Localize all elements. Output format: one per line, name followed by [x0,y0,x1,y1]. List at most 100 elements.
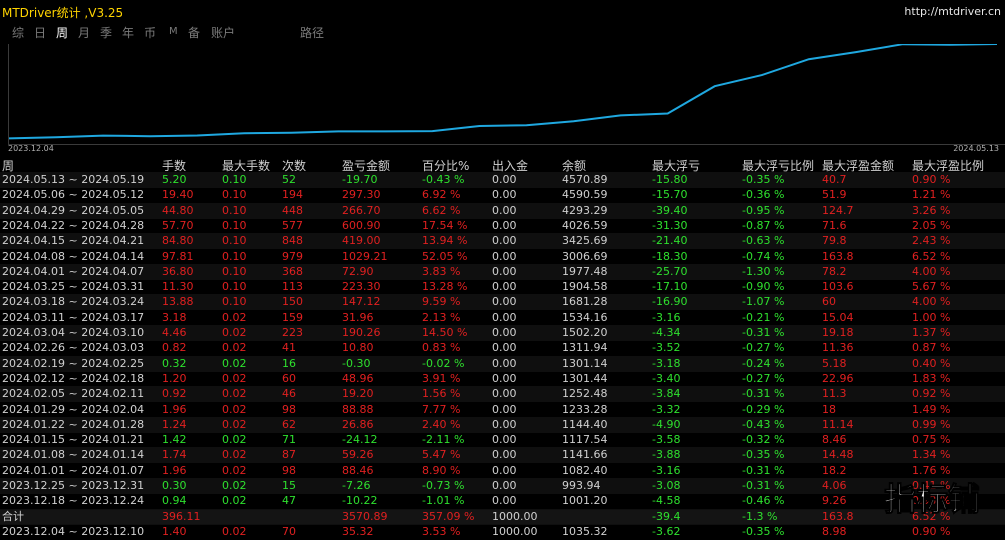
col-max-dd-cell: -16.90 [652,295,688,309]
table-row[interactable]: 2024.01.01 ~ 2024.01.07 1.96 0.02 98 88.46 8.… [0,463,1005,479]
table-row[interactable]: 2024.01.22 ~ 2024.01.28 1.24 0.02 62 26.86 2.… [0,416,1005,433]
table-row[interactable]: 2024.02.05 ~ 2024.02.11 0.92 0.02 46 19.20 1.… [0,386,1005,403]
header-col-week[interactable]: 周 [2,159,15,173]
table-row[interactable]: 2024.03.18 ~ 2024.03.24 13.88 0.10 150 147.1… [0,294,1005,311]
col-max-dd-ratio-cell: -0.36 % [742,188,785,202]
col-max-lots-cell: 0.02 [222,402,247,416]
website-link[interactable]: http://mtdriver.cn [904,5,1001,18]
tab-summary[interactable]: 综 [12,26,25,40]
col-deposit-cell: 0.00 [492,203,517,217]
col-count-cell: 113 [282,280,303,294]
tab-m[interactable]: M [169,26,178,37]
tab-year[interactable]: 年 [122,26,135,40]
col-percent-cell: 3.83 % [422,264,461,278]
col-max-lots-cell: 0.02 [222,341,247,355]
col-count-cell: 577 [282,218,303,232]
col-max-dd-ratio-cell: -0.32 % [742,433,785,447]
col-max-dd-ratio-cell: -0.90 % [742,280,785,294]
col-percent-cell: -0.02 % [422,356,465,370]
col-max-lots-cell: 0.02 [222,463,247,477]
col-max-profit-cell: 19.18 [822,326,854,339]
header-col-max-profit-ratio[interactable]: 最大浮盈比例 [912,159,985,173]
table-row[interactable]: 2024.04.08 ~ 2024.04.14 97.81 0.10 979 1029.… [0,249,1005,265]
col-max-dd-cell: -3.08 [652,479,681,492]
col-max-dd-ratio-cell: -0.24 % [742,356,785,370]
col-balance-cell: 1977.48 [562,264,608,278]
total-col-deposit: 1000.00 [492,510,538,523]
col-lots-cell: 57.70 [162,218,194,232]
table-row[interactable]: 2024.05.13 ~ 2024.05.19 5.20 0.10 52 -19.70 -… [0,172,1005,188]
col-deposit-cell: 0.00 [492,326,517,339]
header-col-percent[interactable]: 百分比% [422,159,470,173]
col-pnl-cell: 88.88 [342,402,374,416]
table-row[interactable]: 2024.02.26 ~ 2024.03.03 0.82 0.02 41 10.80 0.… [0,340,1005,356]
col-max-dd-cell: -15.70 [652,188,688,202]
col-week-cell: 2023.12.25 ~ 2023.12.31 [2,479,145,492]
table-row[interactable]: 2024.04.01 ~ 2024.04.07 36.80 0.10 368 72.90… [0,263,1005,280]
table-row[interactable]: 2024.01.15 ~ 2024.01.21 1.42 0.02 71 -24.12 -… [0,432,1005,448]
col-max-dd-cell: -3.62 [652,524,681,538]
tab-path[interactable]: 路径 [300,26,325,40]
col-max-profit-cell: 5.18 [822,356,847,370]
table-row[interactable]: 2023.12.18 ~ 2023.12.24 0.94 0.02 47 -10.22 -… [0,493,1005,509]
table-row[interactable]: 2024.04.15 ~ 2024.04.21 84.80 0.10 848 419.0… [0,233,1005,250]
tab-month[interactable]: 月 [78,26,91,40]
col-deposit-cell: 0.00 [492,188,517,202]
header-col-max-dd[interactable]: 最大浮亏 [652,159,701,173]
col-max-profit-ratio-cell: 1.21 % [912,188,951,202]
col-lots-cell: 4.46 [162,326,187,339]
header-col-balance[interactable]: 余额 [562,159,587,173]
col-max-profit-ratio-cell: 1.00 % [912,310,951,324]
col-max-profit-cell: 51.9 [822,188,847,202]
col-deposit-cell: 0.00 [492,234,517,248]
col-week-cell: 2024.03.25 ~ 2024.03.31 [2,280,145,294]
col-percent-cell: 14.50 % [422,326,468,339]
table-row[interactable]: 2023.12.25 ~ 2023.12.31 0.30 0.02 15 -7.26 -0… [0,478,1005,494]
tab-day[interactable]: 日 [34,26,47,40]
col-max-lots-cell: 0.10 [222,249,247,263]
table-row[interactable]: 2024.02.19 ~ 2024.02.25 0.32 0.02 16 -0.30 -0… [0,355,1005,372]
col-count-cell: 87 [282,448,296,462]
table-row[interactable]: 2024.03.04 ~ 2024.03.10 4.46 0.02 223 190.26… [0,325,1005,341]
tab-currency[interactable]: 币 [144,26,157,40]
table-row[interactable]: 2024.01.08 ~ 2024.01.14 1.74 0.02 87 59.26 5.… [0,447,1005,464]
header-col-max-dd-ratio[interactable]: 最大浮亏比例 [742,159,815,173]
tab-week[interactable]: 周 [56,26,69,40]
col-week-cell: 2024.01.15 ~ 2024.01.21 [2,433,145,447]
header-col-count[interactable]: 次数 [282,159,307,173]
header-col-pnl[interactable]: 盈亏金额 [342,159,391,173]
title-bar: MTDriver统计 ,V3.25 http://mtdriver.cn [0,0,1005,22]
table-row[interactable]: 2024.05.06 ~ 2024.05.12 19.40 0.10 194 297.3… [0,187,1005,203]
col-pnl-cell: 35.32 [342,524,374,538]
tab-quarter[interactable]: 季 [100,26,113,40]
table-row[interactable]: 2024.01.29 ~ 2024.02.04 1.96 0.02 98 88.88 7.… [0,402,1005,418]
col-max-dd-cell: -17.10 [652,280,688,294]
col-lots-cell: 1.24 [162,417,187,431]
col-max-dd-ratio-cell: -0.31 % [742,326,785,339]
tab-account[interactable]: 账户 [211,26,236,40]
col-lots-cell: 1.42 [162,433,187,447]
table-row[interactable]: 2024.04.29 ~ 2024.05.05 44.80 0.10 448 266.7… [0,202,1005,219]
table-row[interactable]: 2024.02.12 ~ 2024.02.18 1.20 0.02 60 48.96 3.… [0,371,1005,387]
col-max-profit-ratio-cell: 0.90 % [912,524,951,538]
table-row[interactable]: 2024.03.11 ~ 2024.03.17 3.18 0.02 159 31.96 2… [0,310,1005,326]
col-deposit-cell: 0.00 [492,494,517,508]
header-col-max-lots[interactable]: 最大手数 [222,159,271,173]
total-col-lots: 396.11 [162,510,201,523]
col-balance-cell: 1301.14 [562,356,608,370]
table-row[interactable]: 2023.12.04 ~ 2023.12.10 1.40 0.02 70 35.32 3.… [0,524,1005,540]
table-row[interactable]: 2024.03.25 ~ 2024.03.31 11.30 0.10 113 223.3… [0,279,1005,295]
col-deposit-cell: 0.00 [492,310,517,324]
header-col-deposit[interactable]: 出入金 [492,159,529,173]
col-max-dd-ratio-cell: -0.43 % [742,417,785,431]
col-max-profit-ratio-cell: 1.49 % [912,402,951,416]
col-max-profit-cell: 9.26 [822,494,847,508]
table-row[interactable]: 2024.04.22 ~ 2024.04.28 57.70 0.10 577 600.9… [0,218,1005,234]
header-col-lots[interactable]: 手数 [162,159,187,173]
col-deposit-cell: 0.00 [492,448,517,462]
col-max-dd-cell: -3.16 [652,463,681,477]
tab-remark[interactable]: 备 [188,26,201,40]
col-lots-cell: 3.18 [162,310,187,324]
col-max-profit-cell: 18.2 [822,463,847,477]
header-col-max-profit[interactable]: 最大浮盈金额 [822,159,895,173]
